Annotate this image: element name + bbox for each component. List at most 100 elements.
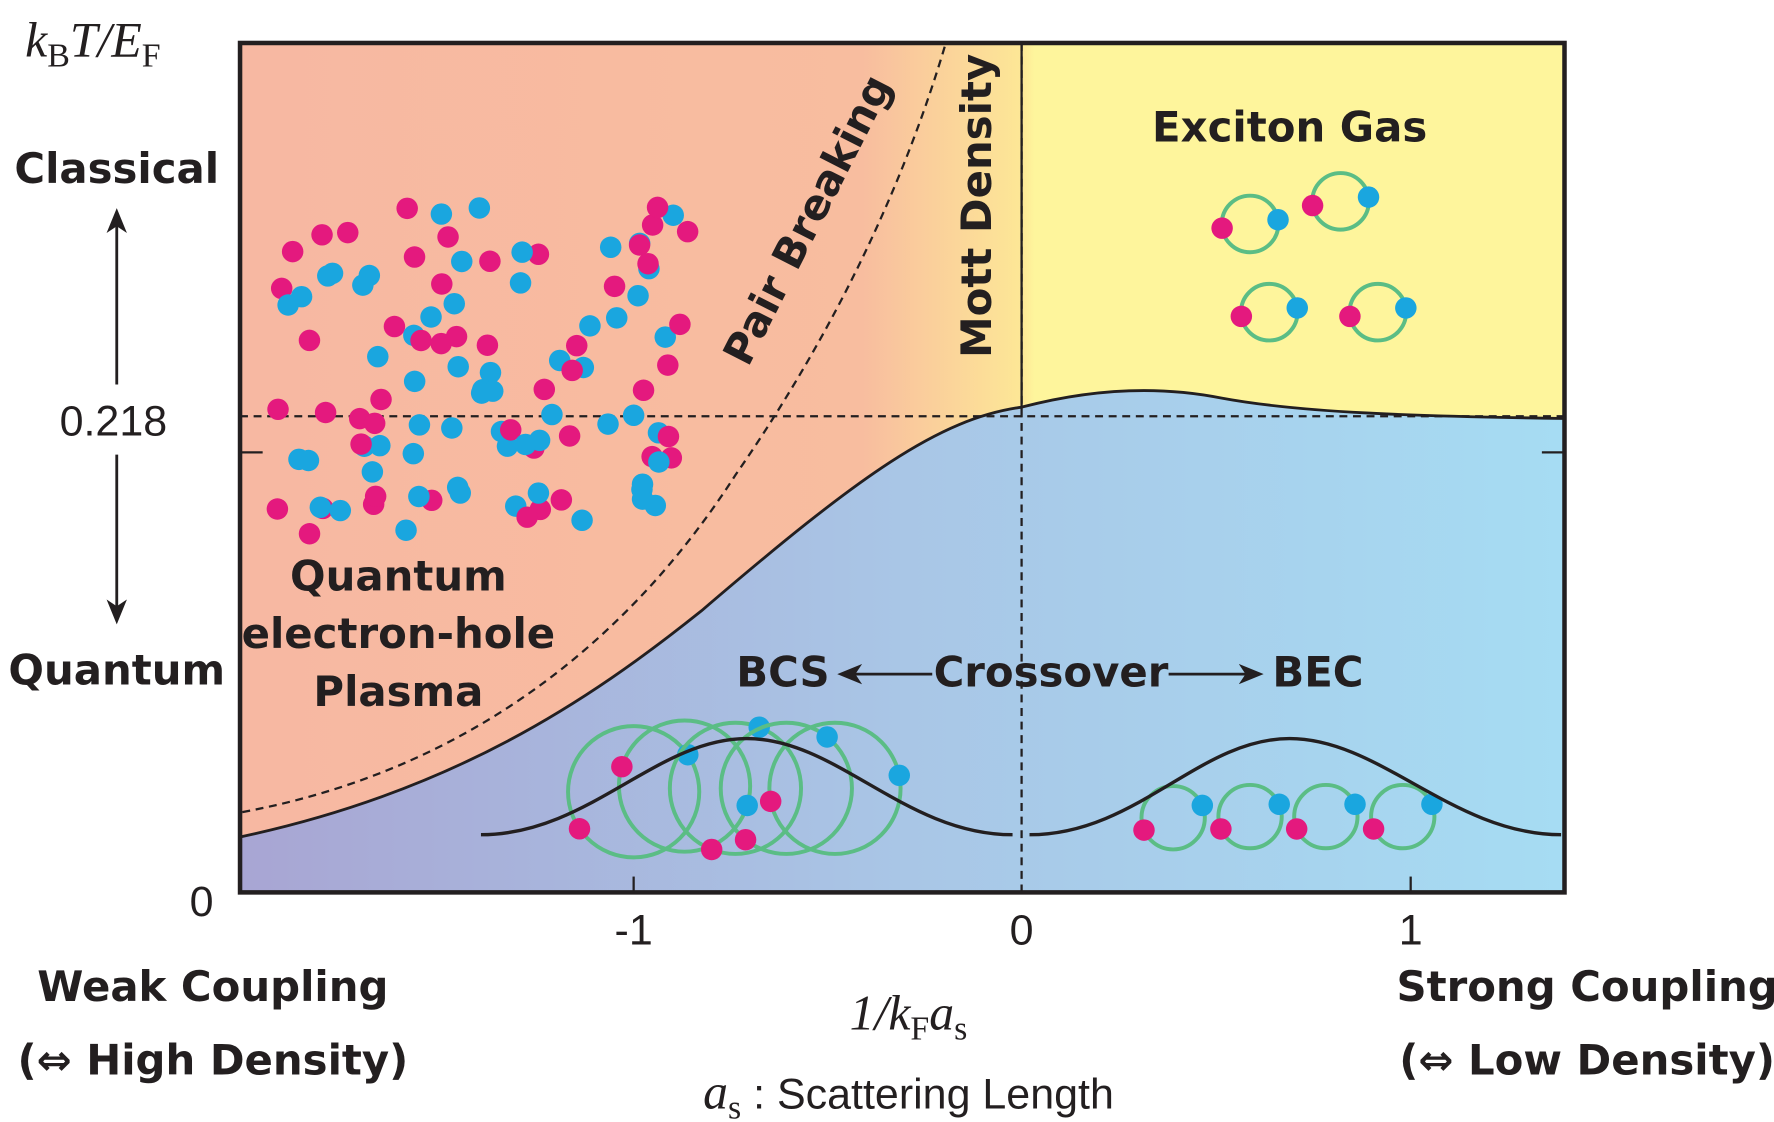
- particle: [330, 500, 351, 521]
- diagram: kBT/EF Classical Quantum 0.218 0 -1 0 1 …: [0, 0, 1774, 1122]
- plasma-label: Quantum: [290, 551, 507, 600]
- x-tick-label: 1: [1399, 906, 1423, 954]
- particle: [404, 371, 425, 392]
- particle: [647, 197, 668, 218]
- particle: [510, 272, 531, 293]
- hole: [1344, 794, 1365, 815]
- particle: [441, 417, 462, 438]
- particle: [597, 413, 618, 434]
- bec-label: BEC: [1272, 648, 1363, 697]
- particle: [370, 389, 391, 410]
- electron: [611, 756, 632, 777]
- particle: [541, 404, 562, 425]
- particle: [408, 486, 429, 507]
- particle: [446, 326, 467, 347]
- crossover-label: Crossover: [934, 648, 1169, 697]
- electron: [1363, 818, 1384, 839]
- particle: [657, 354, 678, 375]
- x-tick-label: -1: [615, 906, 653, 954]
- particle: [658, 426, 679, 447]
- particle: [299, 330, 320, 351]
- electron: [1231, 306, 1252, 327]
- high-density: (⇔ High Density): [17, 1035, 408, 1084]
- electron: [1302, 195, 1323, 216]
- particle: [627, 285, 648, 306]
- particle: [311, 224, 332, 245]
- y-tick-label: 0.218: [60, 397, 168, 445]
- particle: [277, 294, 298, 315]
- hole: [1268, 794, 1289, 815]
- particle: [451, 251, 472, 272]
- electron: [1211, 217, 1232, 238]
- x-axis-note: as : Scattering Length: [703, 1064, 1114, 1122]
- hole: [1395, 297, 1416, 318]
- particle: [364, 413, 385, 434]
- particle: [337, 222, 358, 243]
- particle: [529, 430, 550, 451]
- particle: [317, 265, 338, 286]
- particle: [420, 306, 441, 327]
- weak-coupling: Weak Coupling: [37, 962, 388, 1011]
- particle: [534, 379, 555, 400]
- x-axis-label: 1/kFas: [850, 985, 968, 1047]
- particle: [677, 221, 698, 242]
- particle: [528, 482, 549, 503]
- particle: [367, 346, 388, 367]
- particle: [561, 360, 582, 381]
- mott-density-label: Mott Density: [952, 54, 1001, 358]
- electron: [760, 791, 781, 812]
- particle: [350, 433, 371, 454]
- particle: [606, 307, 627, 328]
- particle: [648, 451, 669, 472]
- particle: [632, 473, 653, 494]
- particle: [362, 461, 383, 482]
- particle: [404, 246, 425, 267]
- particle: [395, 519, 416, 540]
- hole: [889, 765, 910, 786]
- particle: [431, 203, 452, 224]
- particle: [477, 334, 498, 355]
- particle: [469, 197, 490, 218]
- particle: [669, 314, 690, 335]
- particle: [352, 274, 373, 295]
- hole: [1192, 795, 1213, 816]
- particle: [471, 382, 492, 403]
- particle: [511, 241, 532, 262]
- particle: [282, 241, 303, 262]
- x-tick-label: 0: [1010, 906, 1034, 954]
- particle: [384, 316, 405, 337]
- electron: [701, 839, 722, 860]
- particle: [369, 435, 390, 456]
- particle: [447, 356, 468, 377]
- particle: [516, 506, 537, 527]
- plasma-label: Plasma: [313, 667, 483, 716]
- y-axis-label: kBT/EF: [25, 13, 161, 75]
- particle: [267, 399, 288, 420]
- hole: [736, 795, 757, 816]
- particle: [604, 276, 625, 297]
- particle: [450, 482, 471, 503]
- plasma-label: electron-hole: [242, 609, 556, 658]
- exciton-gas-label: Exciton Gas: [1152, 102, 1427, 151]
- particle: [600, 237, 621, 258]
- electron: [1210, 818, 1231, 839]
- particle: [299, 523, 320, 544]
- hole: [816, 726, 837, 747]
- particle: [431, 273, 452, 294]
- particle: [403, 443, 424, 464]
- particle: [437, 226, 458, 247]
- quantum-label: Quantum: [8, 645, 225, 694]
- particle: [566, 335, 587, 356]
- particle: [409, 414, 430, 435]
- low-density: (⇔ Low Density): [1399, 1035, 1774, 1084]
- particle: [267, 498, 288, 519]
- page: kBT/EF Classical Quantum 0.218 0 -1 0 1 …: [0, 0, 1774, 1122]
- particle: [396, 198, 417, 219]
- particle: [410, 330, 431, 351]
- hole: [1287, 297, 1308, 318]
- electron: [1339, 306, 1360, 327]
- electron: [569, 818, 590, 839]
- particle: [298, 450, 319, 471]
- particle: [365, 486, 386, 507]
- particle: [444, 293, 465, 314]
